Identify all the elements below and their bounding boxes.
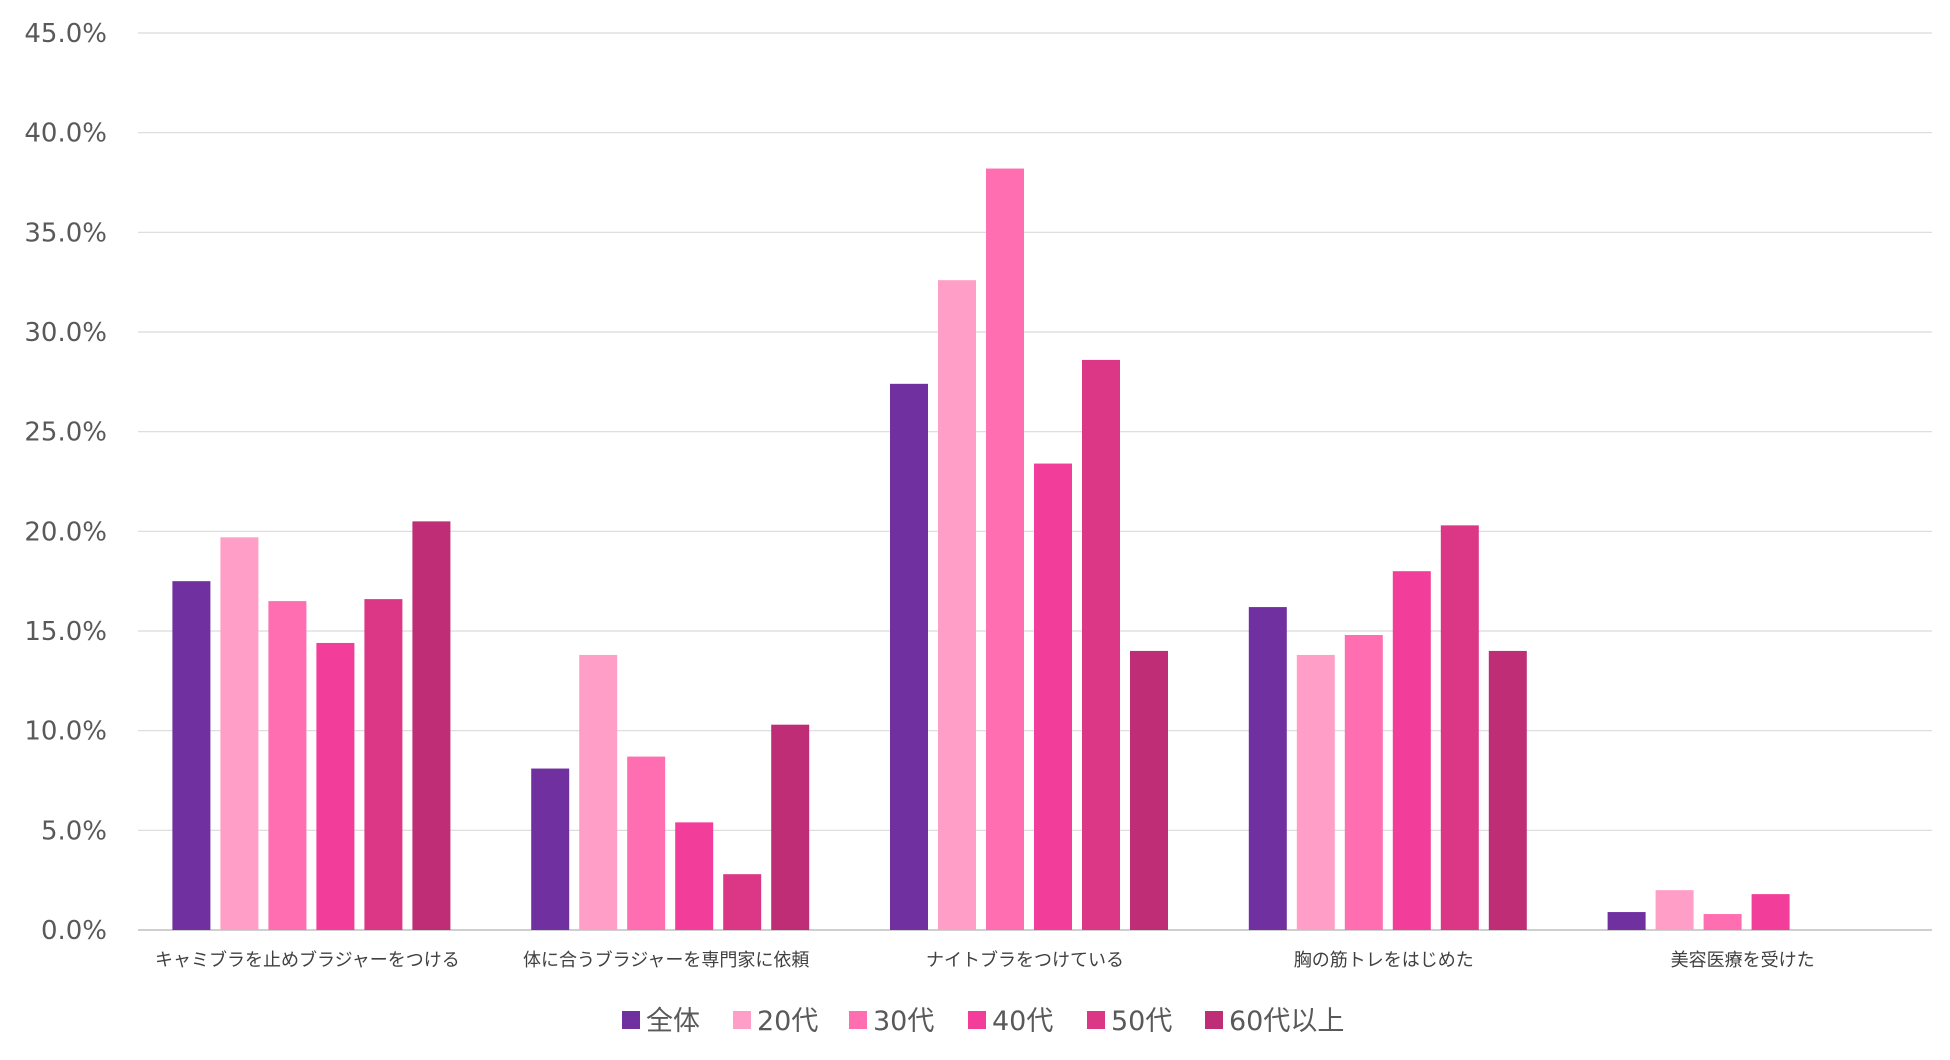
bar-50代-0 (364, 599, 403, 930)
x-tick-label: 美容医療を受けた (1671, 950, 1815, 971)
legend-swatch (622, 1011, 640, 1029)
bar-全体-4 (1607, 912, 1646, 930)
bar-50代-2 (1082, 359, 1120, 930)
x-tick-label: 胸の筋トレをはじめた (1294, 950, 1474, 971)
x-tick-label: キャミブラを止めブラジャーをつける (155, 949, 460, 971)
legend-swatch (849, 1011, 867, 1029)
bar-全体-2 (890, 383, 928, 930)
y-tick-label: 30.0% (24, 318, 107, 348)
legend-swatch (733, 1011, 751, 1029)
bar-30代-3 (1344, 634, 1383, 930)
bar-20代-4 (1655, 890, 1694, 930)
bars (172, 168, 1790, 931)
x-tick-label: 体に合うブラジャーを専門家に依頼 (523, 949, 809, 971)
y-tick-label: 35.0% (24, 218, 107, 248)
bar-50代-1 (723, 874, 762, 930)
bar-60代以上-3 (1488, 650, 1527, 930)
x-tick-label: ナイトブラをつけている (926, 949, 1124, 971)
bar-50代-3 (1440, 525, 1479, 930)
legend: 全体 20代 30代 40代 50代 60代以上 (622, 1006, 1344, 1037)
bar-40代-2 (1034, 463, 1072, 930)
bar-40代-3 (1392, 571, 1431, 930)
y-axis-ticks: 0.0% 5.0% 10.0% 15.0% 20.0% 25.0% 30.0% 35.0% 40… (24, 19, 107, 946)
bar-60代以上-2 (1130, 650, 1168, 930)
bar-60代以上-1 (771, 724, 810, 930)
bar-20代-2 (938, 280, 976, 930)
bar-60代以上-0 (412, 521, 451, 930)
legend-swatch (1205, 1011, 1223, 1029)
bar-40代-0 (316, 642, 355, 930)
y-tick-label: 20.0% (24, 517, 107, 547)
y-tick-label: 25.0% (24, 418, 107, 448)
y-tick-label: 45.0% (24, 19, 107, 49)
legend-label: 全体 (646, 1006, 700, 1037)
bar-全体-0 (172, 581, 211, 930)
y-tick-label: 0.0% (41, 916, 107, 946)
bar-40代-4 (1751, 894, 1790, 930)
bar-30代-2 (986, 168, 1024, 931)
legend-label: 60代以上 (1229, 1006, 1344, 1037)
bar-30代-4 (1703, 914, 1742, 930)
legend-swatch (1087, 1011, 1105, 1029)
legend-label: 20代 (757, 1006, 818, 1037)
bar-20代-1 (579, 654, 618, 930)
y-tick-label: 40.0% (24, 119, 107, 149)
legend-label: 40代 (992, 1006, 1053, 1037)
y-tick-label: 15.0% (24, 617, 107, 647)
x-axis-ticks: キャミブラを止めブラジャーをつける 体に合うブラジャーを専門家に依頼 ナイトブラをつ… (155, 949, 1815, 971)
legend-swatch (968, 1011, 986, 1029)
legend-label: 50代 (1111, 1006, 1172, 1037)
bar-20代-3 (1296, 654, 1335, 930)
bar-30代-0 (268, 601, 307, 930)
bar-全体-3 (1248, 607, 1287, 930)
legend-label: 30代 (873, 1006, 934, 1037)
y-tick-label: 5.0% (41, 816, 107, 846)
y-tick-label: 10.0% (24, 717, 107, 747)
bar-40代-1 (675, 822, 714, 930)
bar-全体-1 (531, 768, 570, 930)
bar-20代-0 (220, 537, 259, 930)
bar-30代-1 (627, 756, 666, 930)
